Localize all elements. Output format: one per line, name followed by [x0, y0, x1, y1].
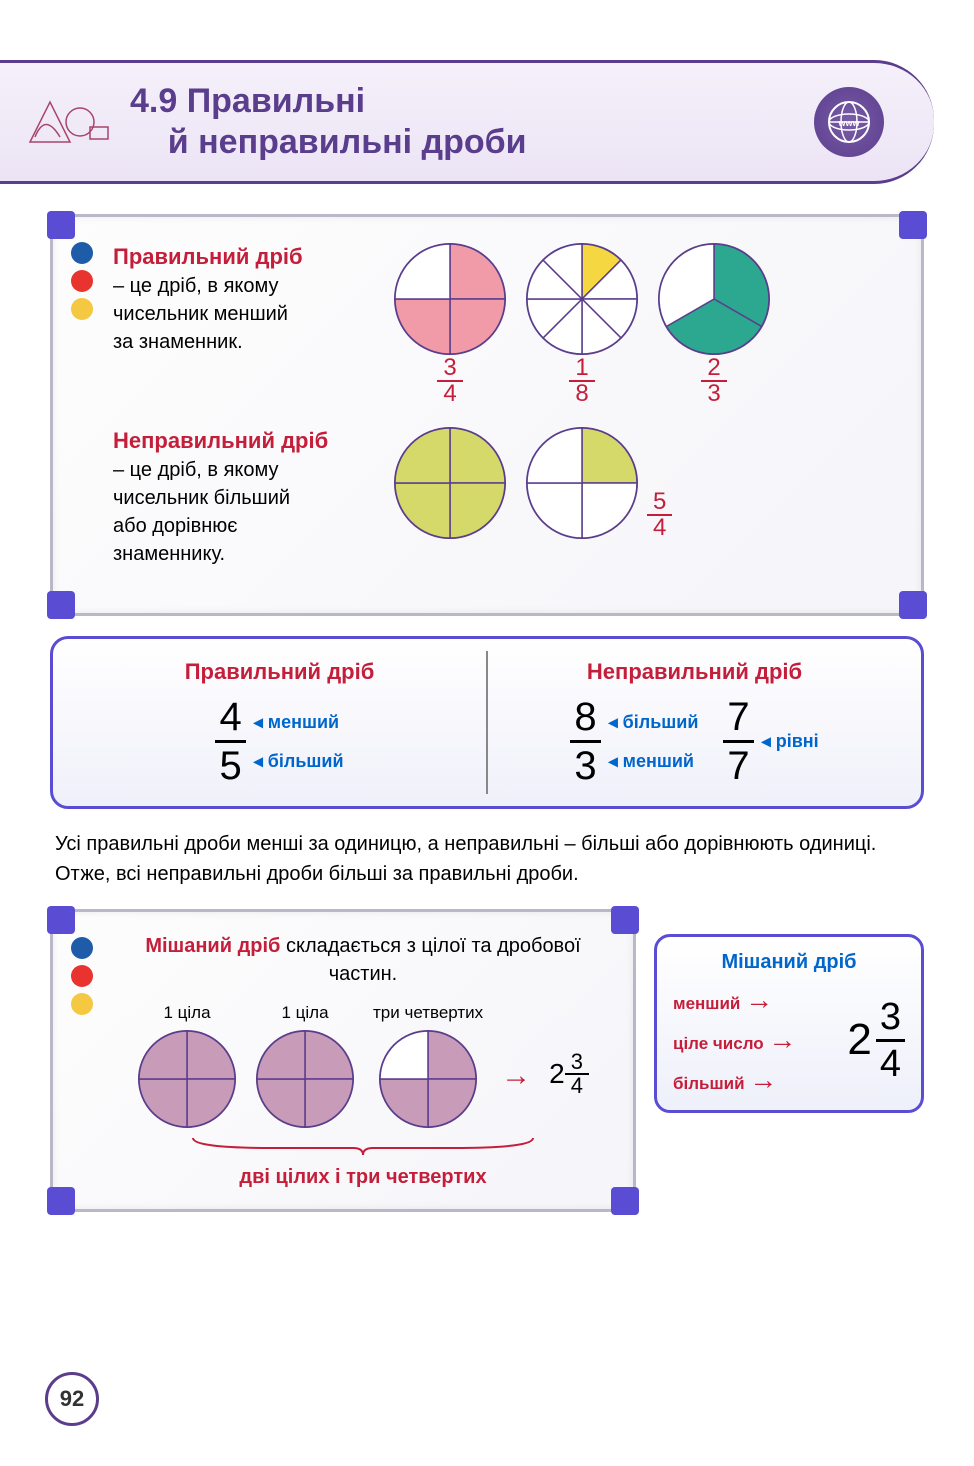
- dot-blue: [71, 242, 93, 264]
- compare-proper: Правильний дріб 4 5 ◂ менший ◂ більший: [73, 651, 488, 794]
- proper-fraction-def: Правильний дріб – це дріб, в якому чисел…: [113, 242, 896, 406]
- board-corner: [899, 591, 927, 619]
- mixed-board: Мішаний дріб складається з цілої та дроб…: [50, 909, 636, 1212]
- chapter-title: 4.9 Правильні й неправильні дроби: [130, 81, 814, 163]
- mixed-pie-row: 1 ціла1 цілатри четвертих→234: [113, 1003, 613, 1129]
- fraction-label: 23: [701, 356, 726, 406]
- fraction-8-3: 8 3: [570, 697, 600, 786]
- fraction-label: 18: [569, 356, 594, 406]
- dot-red: [71, 965, 93, 987]
- brace-icon: [173, 1133, 553, 1158]
- dot-yellow: [71, 993, 93, 1015]
- page-number: 92: [45, 1372, 99, 1426]
- geometry-tools-icon: [20, 92, 120, 152]
- pie-item: [525, 426, 639, 540]
- fraction-label: 34: [437, 356, 462, 406]
- label-bigger: ◂ більший: [609, 712, 699, 733]
- col-title: Правильний дріб: [88, 659, 471, 685]
- pie-item: 1 ціла: [137, 1003, 237, 1129]
- www-icon: www: [814, 87, 884, 157]
- pie-item: 23: [657, 242, 771, 406]
- compare-improper: Неправильний дріб 8 3 ◂ більший ◂ менший…: [488, 651, 901, 794]
- improper-fraction-def: Неправильний дріб – це дріб, в якому чис…: [113, 426, 896, 569]
- def-text: Неправильний дріб – це дріб, в якому чис…: [113, 426, 373, 569]
- traffic-dots: [71, 242, 93, 320]
- board-corner: [47, 591, 75, 619]
- dot-blue: [71, 937, 93, 959]
- label-smaller: ◂ менший: [254, 712, 344, 733]
- compare-box: Правильний дріб 4 5 ◂ менший ◂ більший Н…: [50, 636, 924, 809]
- board-corner: [47, 906, 75, 934]
- pie-item: 1 ціла: [255, 1003, 355, 1129]
- label-bigger: ◂ більший: [254, 751, 344, 772]
- mixed-number-display: 2 3 4: [847, 998, 905, 1083]
- mixed-result: 234: [549, 1051, 589, 1097]
- traffic-dots: [71, 937, 93, 1015]
- pie-item: 34: [393, 242, 507, 406]
- mixed-def-text: Мішаний дріб складається з цілої та дроб…: [113, 932, 613, 988]
- board-corner: [611, 1187, 639, 1215]
- definition-board-1: Правильний дріб – це дріб, в якому чисел…: [50, 214, 924, 617]
- sidebox-labels: менший → ціле число → більший →: [673, 984, 796, 1096]
- pie-item: три четвертих: [373, 1003, 483, 1129]
- pie-item: [393, 426, 507, 540]
- col-title: Неправильний дріб: [503, 659, 886, 685]
- board-corner: [47, 211, 75, 239]
- svg-text:www: www: [837, 118, 860, 128]
- chapter-header: 4.9 Правильні й неправильні дроби www: [0, 60, 934, 184]
- fraction-7-7: 7 7: [723, 697, 753, 786]
- board-corner: [899, 211, 927, 239]
- def-text: Правильний дріб – це дріб, в якому чисел…: [113, 242, 373, 357]
- board-corner: [47, 1187, 75, 1215]
- brace-label: дві цілих і три четвертих: [113, 1166, 613, 1189]
- sidebox-title: Мішаний дріб: [673, 951, 905, 974]
- pie-group-2: 54: [393, 426, 672, 540]
- label-equal: ◂ рівні: [762, 731, 819, 751]
- pie-group-1: 34 18 23: [393, 242, 771, 406]
- dot-yellow: [71, 298, 93, 320]
- dot-red: [71, 270, 93, 292]
- mixed-sidebox: Мішаний дріб менший → ціле число → більш…: [654, 934, 924, 1113]
- pie-item: 18: [525, 242, 639, 406]
- fraction-label: 54: [647, 490, 672, 540]
- board-corner: [611, 906, 639, 934]
- body-paragraph: Усі правильні дроби менші за одиницю, а …: [55, 829, 919, 889]
- label-smaller: ◂ менший: [609, 751, 699, 772]
- arrow-icon: →: [501, 1059, 531, 1093]
- fraction-4-5: 4 5: [215, 697, 245, 786]
